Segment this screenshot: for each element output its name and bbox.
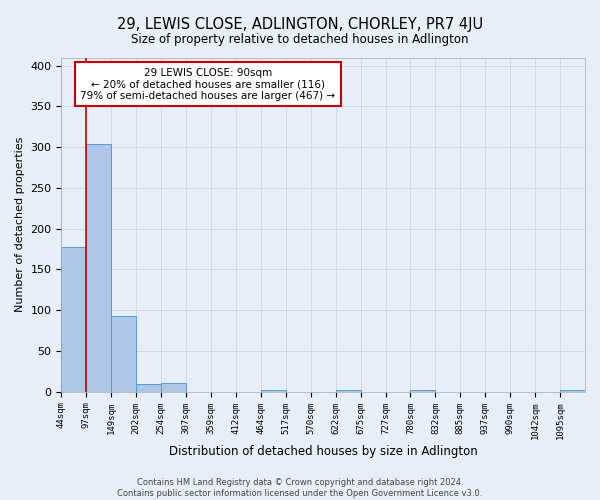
- Bar: [61, 246, 86, 392]
- Bar: [86, 144, 111, 392]
- Bar: [161, 384, 186, 392]
- Text: 29, LEWIS CLOSE, ADLINGTON, CHORLEY, PR7 4JU: 29, LEWIS CLOSE, ADLINGTON, CHORLEY, PR7…: [117, 18, 483, 32]
- Bar: [136, 384, 161, 392]
- Bar: [560, 390, 585, 392]
- Bar: [261, 390, 286, 392]
- X-axis label: Distribution of detached houses by size in Adlington: Distribution of detached houses by size …: [169, 444, 478, 458]
- Text: Contains HM Land Registry data © Crown copyright and database right 2024.
Contai: Contains HM Land Registry data © Crown c…: [118, 478, 482, 498]
- Text: 29 LEWIS CLOSE: 90sqm
← 20% of detached houses are smaller (116)
79% of semi-det: 29 LEWIS CLOSE: 90sqm ← 20% of detached …: [80, 68, 335, 100]
- Bar: [111, 316, 136, 392]
- Text: Size of property relative to detached houses in Adlington: Size of property relative to detached ho…: [131, 32, 469, 46]
- Bar: [335, 390, 361, 392]
- Y-axis label: Number of detached properties: Number of detached properties: [15, 137, 25, 312]
- Bar: [410, 390, 436, 392]
